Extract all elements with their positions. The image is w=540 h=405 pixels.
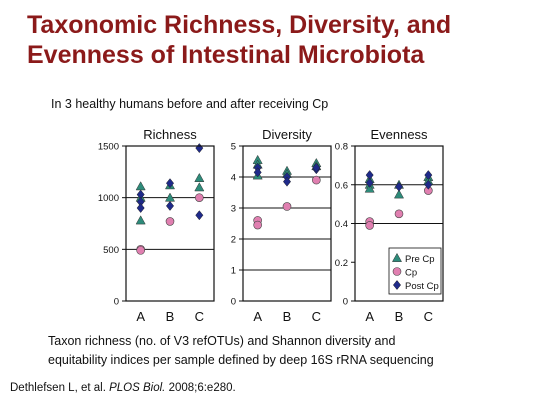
plot-frame	[125, 145, 215, 302]
plot-frame	[242, 145, 332, 302]
data-point-post-cp	[424, 170, 433, 181]
data-point-post-cp	[424, 179, 433, 190]
y-tick-label: 4	[231, 173, 236, 184]
data-point-cp	[195, 193, 204, 202]
y-tick-label: 0	[343, 297, 348, 308]
data-point-post-cp	[394, 181, 404, 192]
data-point-pre-cp	[135, 181, 146, 191]
x-tick-label: A	[136, 309, 145, 324]
y-tick-label: 500	[103, 245, 119, 256]
data-point-pre-cp	[194, 172, 205, 182]
data-point-cp	[394, 209, 404, 219]
citation-journal: PLOS Biol.	[109, 382, 166, 394]
y-tick-label: 5	[231, 142, 236, 153]
slide-title-line-2: Evenness of Intestinal Microbiota	[27, 41, 425, 69]
y-tick-label: 0.4	[335, 219, 348, 230]
legend-marker-cp	[392, 267, 402, 276]
y-tick-label: 1500	[98, 142, 119, 153]
chart-title: Evenness	[370, 127, 428, 142]
citation-details: 2008;6:e280.	[168, 382, 236, 394]
chart-panel-diversity: Diversity 0 1 2 3 4 5 A B C	[231, 127, 332, 324]
legend-marker-post-cp	[392, 279, 402, 291]
data-point-pre-cp	[364, 183, 375, 193]
x-tick-label: B	[395, 309, 404, 324]
y-tick-label: 0.6	[335, 180, 348, 191]
chart-title: Diversity	[262, 127, 312, 142]
caption-line-2: equitability indices per sample defined …	[48, 353, 434, 367]
data-point-cp	[282, 202, 292, 211]
data-point-pre-cp	[393, 189, 405, 199]
data-point-cp	[365, 221, 374, 230]
y-tick-label: 1000	[98, 193, 119, 204]
data-point-post-cp	[253, 167, 262, 178]
legend-marker-pre-cp	[391, 252, 403, 262]
y-tick-label: 3	[231, 204, 236, 215]
data-point-cp	[312, 175, 321, 185]
x-tick-label: C	[424, 309, 433, 324]
data-point-pre-cp	[194, 182, 205, 192]
chart-title: Richness	[143, 127, 197, 142]
chart-legend: Pre Cp Cp Post Cp	[388, 247, 442, 295]
data-point-cp	[165, 217, 175, 226]
x-tick-label: B	[283, 309, 292, 324]
y-tick-label: 0	[114, 297, 119, 308]
data-point-post-cp	[136, 202, 145, 214]
citation: Dethlefsen L, et al. PLOS Biol. 2008;6:e…	[10, 382, 236, 394]
chart-panel-evenness: Evenness 0 0.2 0.4 0.6 0.8 A B C Pre Cp Cp Post Cp	[335, 127, 444, 324]
y-tick-label: 0.8	[335, 142, 348, 153]
y-tick-label: 2	[231, 235, 236, 246]
x-tick-label: B	[166, 309, 175, 324]
data-point-cp	[253, 220, 262, 230]
plot-frame	[354, 145, 444, 302]
caption-line-1: Taxon richness (no. of V3 refOTUs) and S…	[48, 334, 396, 348]
x-tick-label: C	[195, 309, 204, 324]
data-point-post-cp	[365, 177, 374, 188]
figure-caption: Taxon richness (no. of V3 refOTUs) and S…	[48, 332, 434, 370]
chart-panel-richness: Richness 0 500 1000 1500 A B C	[98, 127, 215, 324]
y-tick-label: 1	[231, 266, 236, 277]
data-point-post-cp	[312, 162, 321, 173]
data-point-post-cp	[165, 178, 175, 189]
data-point-cp	[136, 246, 145, 255]
y-tick-label: 0.2	[335, 258, 348, 269]
data-point-post-cp	[195, 143, 204, 154]
data-point-post-cp	[165, 200, 175, 211]
data-point-post-cp	[195, 210, 204, 221]
citation-authors: Dethlefsen L, et al.	[10, 382, 106, 394]
legend-label-post-cp: Post Cp	[405, 281, 439, 292]
data-point-post-cp	[282, 176, 292, 187]
x-tick-label: C	[312, 309, 321, 324]
slide-subtitle: In 3 healthy humans before and after rec…	[51, 97, 329, 111]
x-tick-label: A	[253, 309, 262, 324]
legend-label-cp: Cp	[405, 268, 417, 279]
x-tick-label: A	[365, 309, 374, 324]
y-tick-label: 0	[231, 297, 236, 308]
data-point-pre-cp	[135, 215, 146, 225]
legend-label-pre-cp: Pre Cp	[405, 254, 435, 265]
slide-title-line-1: Taxonomic Richness, Diversity, and	[27, 11, 452, 39]
slide-title: Taxonomic Richness, Diversity, and Evenn…	[27, 10, 451, 70]
